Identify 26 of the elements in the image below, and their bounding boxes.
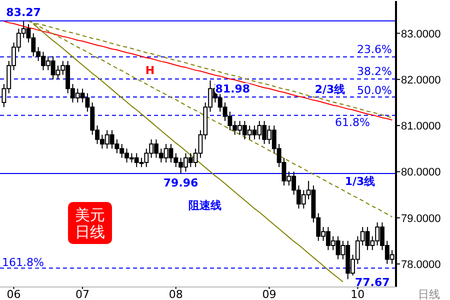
- annotation: H: [145, 64, 155, 77]
- x-tick-label: 07: [76, 288, 90, 300]
- annotation: 50.0%: [357, 84, 392, 97]
- annotation: 161.8%: [2, 256, 44, 269]
- annotation: 阻速线: [188, 199, 222, 212]
- y-tick-label: 81.0000: [401, 120, 441, 133]
- x-tick-label: 08: [168, 288, 183, 300]
- annotation: 83.27: [6, 6, 41, 19]
- x-tick-label: 09: [262, 288, 276, 300]
- y-tick-label: 79.0000: [401, 212, 441, 225]
- x-tick-label: 10: [350, 288, 365, 300]
- annotation: 61.8%: [335, 116, 370, 129]
- annotation: 79.96: [163, 176, 199, 190]
- y-tick-label: 83.0000: [401, 28, 441, 40]
- y-tick-label: 78.0000: [401, 258, 441, 271]
- y-tick-label: 82.0000: [401, 74, 441, 86]
- annotation: 1/3线: [344, 175, 376, 188]
- annotation: 2/3线: [314, 83, 346, 96]
- y-tick-label: 80.0000: [401, 166, 441, 179]
- annotation: 38.2%: [357, 65, 392, 78]
- text: 美元日线: [75, 206, 105, 241]
- annotation: 77.67: [355, 276, 390, 289]
- x-tick-label: 06: [6, 288, 21, 300]
- annotation: 81.98: [215, 82, 250, 96]
- x-axis-title: 日线: [418, 288, 440, 300]
- annotation: 23.6%: [357, 43, 392, 56]
